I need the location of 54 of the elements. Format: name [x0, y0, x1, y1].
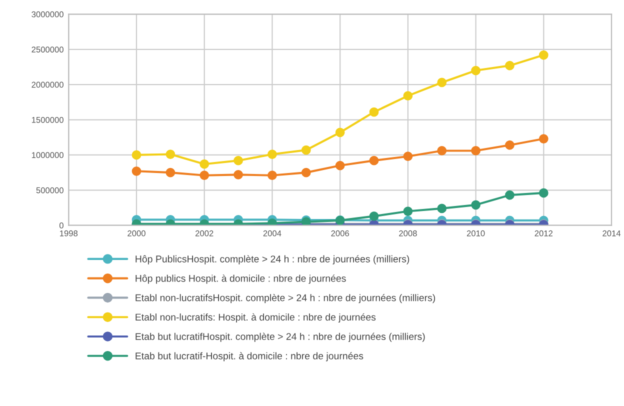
point: [132, 166, 142, 176]
point: [538, 50, 548, 60]
point: [471, 66, 480, 76]
legend-label: Etabl non-lucratifsHospit. complète > 24 h : nbre de journées (milliers): [136, 294, 436, 304]
point: [471, 146, 480, 156]
point: [335, 160, 345, 170]
x-tick-label: 2000: [128, 230, 146, 236]
point: [505, 190, 514, 200]
x-tick-label: 2004: [263, 230, 282, 236]
point: [234, 170, 243, 180]
legend-label: Etab but lucratif-Hospit. à domicile : nbre de journées: [136, 352, 364, 362]
point: [538, 188, 548, 198]
point: [403, 152, 413, 162]
x-tick-label: 2014: [602, 230, 621, 236]
y-tick-label: 1000000: [32, 152, 64, 158]
y-tick-label: 3000000: [32, 11, 64, 18]
point: [403, 91, 413, 101]
x-tick-label: 2012: [534, 230, 553, 236]
point: [505, 140, 514, 150]
point: [166, 150, 176, 159]
point: [200, 170, 210, 180]
point: [268, 150, 277, 159]
y-tick-label: 500000: [36, 187, 64, 194]
point: [234, 156, 243, 166]
legend-label: Etab but lucratifHospit. complète > 24 h : nbre de journées (milliers): [136, 332, 425, 342]
y-tick-label: 2000000: [32, 82, 64, 88]
point: [437, 78, 447, 88]
point: [166, 168, 176, 178]
x-tick-label: 2006: [331, 230, 349, 236]
x-tick-label: 2002: [196, 230, 214, 236]
point: [437, 146, 447, 156]
point: [301, 168, 311, 178]
point: [538, 134, 548, 144]
point: [505, 60, 514, 70]
x-tick-label: 2008: [399, 230, 417, 236]
point: [268, 170, 277, 180]
point: [471, 200, 480, 210]
point: [369, 211, 379, 221]
point: [369, 156, 379, 166]
point: [200, 159, 210, 169]
x-tick-label: 2010: [466, 230, 485, 236]
y-tick-label: 1500000: [32, 116, 64, 123]
x-tick-label: 1998: [60, 230, 78, 236]
point: [403, 206, 413, 216]
legend-label: Hôp PublicsHospit. complète > 24 h : nbre de journées (milliers): [136, 255, 410, 264]
point: [369, 107, 379, 117]
y-tick-label: 0: [59, 222, 64, 228]
legend-label: Etabl non-lucratifs: Hospit. à domicile : nbre de journées: [136, 313, 376, 323]
point: [132, 150, 142, 160]
point: [301, 145, 311, 155]
legend-label: Hôp publics Hospit. à domicile : nbre de journées: [136, 274, 346, 284]
point: [437, 204, 447, 214]
point: [335, 128, 345, 138]
y-tick-label: 2500000: [32, 46, 64, 52]
